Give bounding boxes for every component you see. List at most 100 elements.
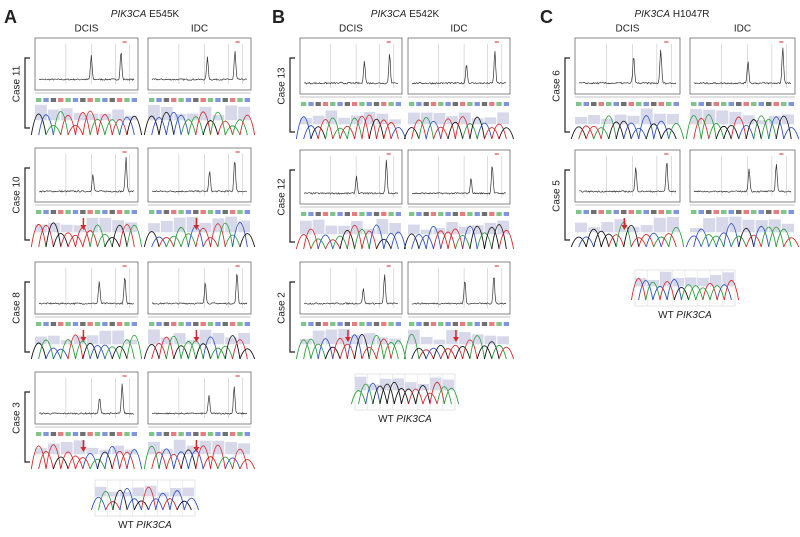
- base-peak: [400, 388, 417, 405]
- quality-bar: [170, 487, 182, 497]
- quality-bar: [405, 382, 417, 391]
- quality-bar: [363, 333, 376, 345]
- base-peak: [119, 451, 135, 470]
- base-peak: [585, 125, 602, 140]
- base-peak: [716, 284, 732, 301]
- base-call: [751, 210, 757, 214]
- quality-bar: [392, 378, 404, 391]
- case-label: Case 10: [12, 176, 23, 214]
- base-call: [102, 322, 108, 326]
- base-call: [65, 432, 71, 436]
- base-peak: [668, 226, 685, 248]
- base-peak: [339, 343, 356, 360]
- base-call: [109, 98, 115, 102]
- base-peak: [660, 233, 677, 248]
- base-call: [728, 210, 734, 214]
- base-call: [330, 212, 336, 216]
- panel-letter: C: [540, 7, 553, 27]
- base-call: [222, 322, 228, 326]
- mass-spectrum: [34, 37, 139, 94]
- base-peak: [133, 500, 149, 511]
- base-call: [460, 322, 466, 326]
- base-peak: [165, 235, 182, 248]
- base-call: [171, 432, 177, 436]
- base-peak: [462, 225, 478, 250]
- base-call: [80, 432, 86, 436]
- base-call: [58, 210, 64, 214]
- quality-bar: [300, 220, 312, 235]
- base-call: [613, 102, 619, 106]
- plot-frame: [34, 147, 139, 203]
- base-call: [156, 98, 162, 102]
- base-call: [438, 322, 444, 326]
- base-call: [388, 322, 394, 326]
- base-peak: [210, 347, 226, 360]
- base-call: [337, 212, 343, 216]
- base-peak: [476, 232, 493, 250]
- chromatogram: [295, 212, 407, 250]
- base-peak: [600, 233, 617, 248]
- base-call: [381, 322, 387, 326]
- quality-bar: [653, 113, 666, 125]
- case-bracket: [289, 57, 295, 133]
- base-call: [728, 102, 734, 106]
- base-call: [131, 432, 137, 436]
- base-peak: [593, 127, 610, 140]
- base-peak: [339, 229, 356, 250]
- base-peak: [760, 226, 777, 248]
- spectrum-trace: [303, 54, 398, 85]
- base-peak: [158, 112, 175, 136]
- base-call: [691, 102, 697, 106]
- base-peak: [645, 123, 662, 140]
- base-peak: [30, 224, 47, 248]
- base-peak: [425, 347, 442, 360]
- base-peak: [45, 222, 62, 248]
- base-peak: [383, 122, 399, 140]
- quality-bar: [459, 332, 471, 345]
- base-peak: [303, 125, 319, 140]
- mass-spectrum: [407, 37, 511, 98]
- quality-bar: [225, 337, 238, 345]
- base-peak: [67, 455, 84, 470]
- base-call: [102, 98, 108, 102]
- wt-prefix: WT: [658, 310, 673, 321]
- mass-spectrum: [574, 149, 681, 206]
- base-peak: [195, 343, 211, 360]
- panel-title: PIK3CA H1047R: [634, 9, 709, 20]
- quality-bar: [497, 112, 509, 125]
- base-peak: [239, 459, 256, 470]
- base-call: [359, 322, 365, 326]
- quality-bar: [627, 226, 640, 233]
- base-call: [430, 322, 437, 326]
- base-call: [308, 322, 314, 326]
- quality-bar: [697, 277, 709, 287]
- base-peak: [97, 114, 113, 136]
- base-peak: [75, 112, 91, 136]
- base-call: [200, 98, 206, 102]
- base-call: [643, 210, 649, 214]
- base-call: [423, 102, 429, 106]
- quality-bar: [35, 224, 47, 233]
- case-label: Case 11: [12, 65, 23, 102]
- base-peak: [165, 453, 182, 470]
- base-call: [229, 432, 236, 436]
- base-peak: [317, 119, 334, 140]
- base-peak: [239, 114, 256, 136]
- base-peak: [30, 113, 47, 136]
- quality-bar: [186, 217, 199, 233]
- base-call: [344, 322, 350, 326]
- base-call: [467, 322, 473, 326]
- base-call: [149, 322, 155, 326]
- base-call: [503, 212, 509, 216]
- base-peak: [368, 118, 385, 140]
- base-call: [388, 212, 394, 216]
- base-peak: [325, 346, 341, 360]
- chromatogram: [143, 322, 256, 360]
- base-call: [503, 102, 509, 106]
- base-peak: [425, 120, 442, 140]
- chromatogram: [30, 322, 143, 360]
- base-peak: [217, 456, 234, 470]
- quality-bar: [367, 384, 379, 391]
- quality-bar: [446, 329, 458, 345]
- base-peak: [425, 226, 442, 250]
